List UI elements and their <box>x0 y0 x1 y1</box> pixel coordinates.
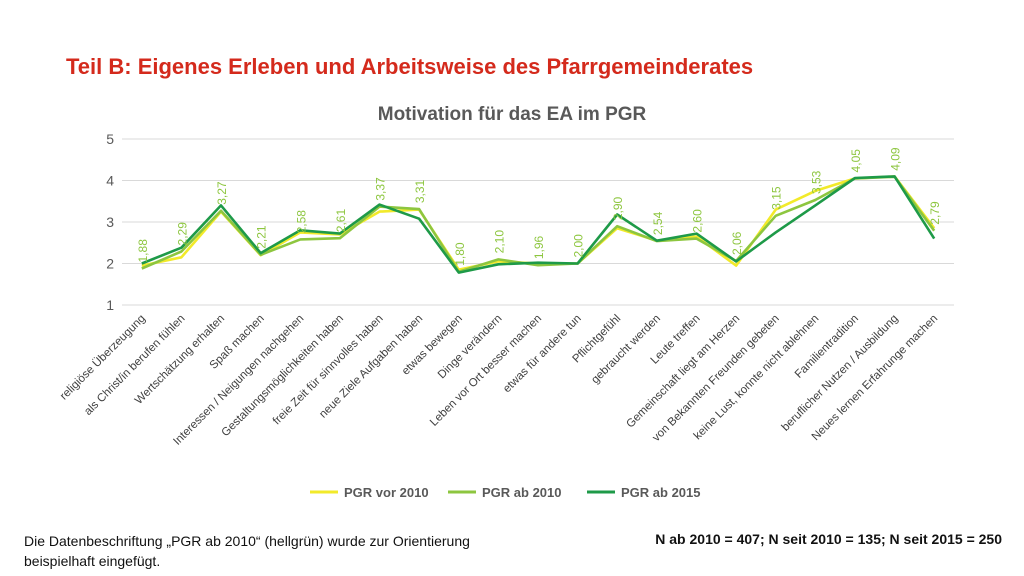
data-label: 3,53 <box>809 170 823 194</box>
data-label: 3,31 <box>413 179 427 203</box>
data-label: 2,00 <box>572 234 586 258</box>
data-label: 4,05 <box>849 149 863 173</box>
series-line <box>141 175 936 274</box>
data-label: 2,21 <box>255 225 269 249</box>
legend-label: PGR vor 2010 <box>344 485 429 500</box>
data-label: 4,09 <box>889 147 903 171</box>
data-label: 1,80 <box>453 242 467 266</box>
sample-size-note: N ab 2010 = 407; N seit 2010 = 135; N se… <box>655 531 1002 547</box>
y-tick-label: 3 <box>106 214 114 230</box>
data-label: 2,58 <box>294 210 308 234</box>
y-tick-label: 4 <box>106 173 114 189</box>
slide-heading: Teil B: Eigenes Erleben und Arbeitsweise… <box>66 54 754 79</box>
data-label: 2,29 <box>175 222 189 246</box>
legend-label: PGR ab 2010 <box>482 485 562 500</box>
footnote: Die Datenbeschriftung „PGR ab 2010“ (hel… <box>24 533 470 569</box>
y-tick-label: 5 <box>106 131 114 147</box>
x-tick-label: gebraucht werden <box>589 313 663 387</box>
data-label: 1,96 <box>532 235 546 259</box>
chart-title: Motivation für das EA im PGR <box>378 104 647 125</box>
line-chart: Motivation für das EA im PGR12345religiö… <box>58 104 954 500</box>
legend-label: PGR ab 2015 <box>621 485 701 500</box>
data-label: 2,90 <box>611 196 625 220</box>
data-label: 3,27 <box>215 181 229 205</box>
data-label: 2,06 <box>730 231 744 255</box>
data-label: 2,60 <box>690 209 704 233</box>
y-tick-label: 2 <box>106 256 114 272</box>
data-label: 2,79 <box>928 201 942 225</box>
data-label: 3,15 <box>770 186 784 210</box>
data-label: 2,54 <box>651 211 665 235</box>
data-label: 1,88 <box>136 239 150 263</box>
data-label: 2,10 <box>492 230 506 254</box>
y-tick-label: 1 <box>106 297 114 313</box>
series-line <box>141 175 936 274</box>
data-label: 3,37 <box>374 177 388 201</box>
data-label: 2,61 <box>334 209 348 233</box>
x-tick-label: etwas für andere tun <box>501 313 584 396</box>
